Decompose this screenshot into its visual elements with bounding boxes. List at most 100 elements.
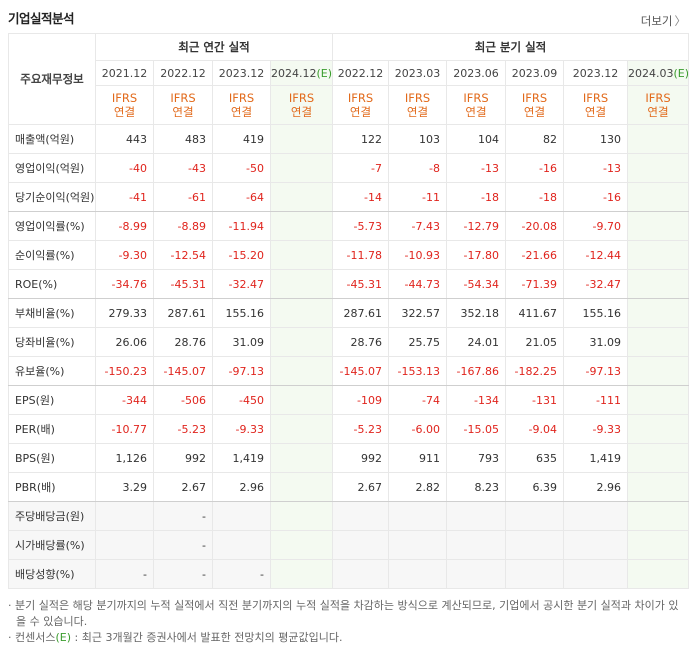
value-cell: -50 <box>212 153 271 183</box>
value-cell <box>626 298 690 328</box>
value-cell: -12.79 <box>446 211 506 241</box>
value-cell <box>270 153 333 183</box>
basis-row: IFRS 연결 IFRS 연결 IFRS 연결 IFRS 연결 IFRS 연결 IFRS 연결 IFRS… <box>9 85 690 125</box>
value-cell: 322.57 <box>388 298 447 328</box>
value-cell <box>388 559 447 589</box>
value-cell: 28.76 <box>332 327 389 357</box>
value-cell <box>505 501 564 531</box>
period-header: 2022.12 <box>332 60 389 86</box>
basis-header: IFRS 연결 <box>332 85 389 125</box>
estimate-mark: (E) <box>316 66 333 80</box>
value-cell: 411.67 <box>505 298 564 328</box>
value-cell: -167.86 <box>446 356 506 386</box>
value-cell <box>332 530 389 560</box>
period-header: 2022.12 <box>153 60 213 86</box>
value-cell <box>270 443 333 473</box>
value-cell: -12.54 <box>153 240 213 270</box>
value-cell: 352.18 <box>446 298 506 328</box>
basis-standard: IFRS <box>111 91 138 105</box>
value-cell: -17.80 <box>446 240 506 270</box>
basis-header: IFRS 연결 <box>95 85 154 125</box>
estimate-mark: (E) <box>673 66 689 80</box>
value-cell: -134 <box>446 385 506 415</box>
value-cell: -8.99 <box>95 211 154 241</box>
value-cell <box>270 501 333 531</box>
value-cell: 793 <box>446 443 506 473</box>
row-label: EPS(원) <box>8 385 96 415</box>
value-cell <box>563 501 628 531</box>
period-header: 2023.12 <box>212 60 271 86</box>
value-cell <box>626 559 690 589</box>
value-cell <box>270 182 333 212</box>
corner-cell: 주요재무정보 <box>8 33 96 125</box>
value-cell: -16 <box>505 153 564 183</box>
period-row: 2021.12 2022.12 2023.12 2024.12(E) 2022.12 20… <box>9 60 690 86</box>
value-cell: -97.13 <box>563 356 628 386</box>
basis-header: IFRS 연결 <box>446 85 506 125</box>
value-cell: -34.76 <box>95 269 154 299</box>
value-cell: -8 <box>388 153 447 183</box>
row-label: PER(배) <box>8 414 96 444</box>
basis-scope: 연결 <box>584 105 607 119</box>
value-cell: 635 <box>505 443 564 473</box>
value-cell <box>626 211 690 241</box>
value-cell <box>446 501 506 531</box>
basis-header: IFRS 연결 <box>626 85 690 125</box>
more-button[interactable]: 더보기 〉 <box>640 14 686 28</box>
value-cell: -11 <box>388 182 447 212</box>
value-cell: -10.77 <box>95 414 154 444</box>
value-cell: -14 <box>332 182 389 212</box>
value-cell: 31.09 <box>563 327 628 357</box>
value-cell: -11.78 <box>332 240 389 270</box>
value-cell: - <box>153 501 213 531</box>
row-label: 영업이익률(%) <box>8 211 96 241</box>
value-cell: -145.07 <box>153 356 213 386</box>
value-cell: -13 <box>446 153 506 183</box>
value-cell: 992 <box>153 443 213 473</box>
value-cell <box>626 240 690 270</box>
value-cell: 992 <box>332 443 389 473</box>
data-row: 주당배당금(원) - <box>8 501 690 531</box>
value-cell <box>270 240 333 270</box>
data-row: 유보율(%) -150.23 -145.07 -97.13 -145.07 -153.13… <box>8 356 690 386</box>
data-row: 당좌비율(%) 26.06 28.76 31.09 28.76 25.75 24.01 21.… <box>8 327 690 357</box>
row-label: 영업이익(억원) <box>8 153 96 183</box>
basis-scope: 연결 <box>523 105 546 119</box>
period-header: 2024.03(E) <box>626 60 690 86</box>
basis-standard: IFRS <box>347 91 374 105</box>
value-cell <box>626 472 690 502</box>
row-label: ROE(%) <box>8 269 96 299</box>
value-cell: -109 <box>332 385 389 415</box>
value-cell <box>332 559 389 589</box>
value-cell: -54.34 <box>446 269 506 299</box>
financial-table: 주요재무정보 최근 연간 실적 최근 분기 실적 2021.12 2022.12 2… <box>8 33 690 589</box>
period-date: 2023.06 <box>453 66 499 80</box>
basis-scope: 연결 <box>230 105 253 119</box>
basis-standard: IFRS <box>288 91 315 105</box>
value-cell: 82 <box>505 124 564 154</box>
basis-header: IFRS 연결 <box>212 85 271 125</box>
data-row: 영업이익률(%) -8.99 -8.89 -11.94 -5.73 -7.43 -12.79… <box>8 211 690 241</box>
value-cell: -44.73 <box>388 269 447 299</box>
note-mark: (E) <box>55 631 72 644</box>
value-cell: 155.16 <box>563 298 628 328</box>
value-cell <box>626 269 690 299</box>
value-cell <box>626 124 690 154</box>
more-label[interactable]: 더보기 <box>640 14 673 28</box>
data-row: PER(배) -10.77 -5.23 -9.33 -5.23 -6.00 -15.05 -9… <box>8 414 690 444</box>
value-cell <box>626 153 690 183</box>
value-cell <box>270 269 333 299</box>
note-text: : 최근 3개월간 증권사에서 발표한 전망치의 평균값입니다. <box>71 631 343 644</box>
value-cell: -64 <box>212 182 271 212</box>
data-row: EPS(원) -344 -506 -450 -109 -74 -134 -131 -111 <box>8 385 690 415</box>
basis-standard: IFRS <box>521 91 548 105</box>
data-row: 매출액(억원) 443 483 419 122 103 104 82 130 <box>8 124 690 154</box>
value-cell: 483 <box>153 124 213 154</box>
value-cell: -9.04 <box>505 414 564 444</box>
value-cell: 3.29 <box>95 472 154 502</box>
period-header: 2023.12 <box>563 60 628 86</box>
period-date: 2023.09 <box>511 66 558 80</box>
value-cell: 1,419 <box>212 443 271 473</box>
value-cell: -71.39 <box>505 269 564 299</box>
value-cell: 155.16 <box>212 298 271 328</box>
